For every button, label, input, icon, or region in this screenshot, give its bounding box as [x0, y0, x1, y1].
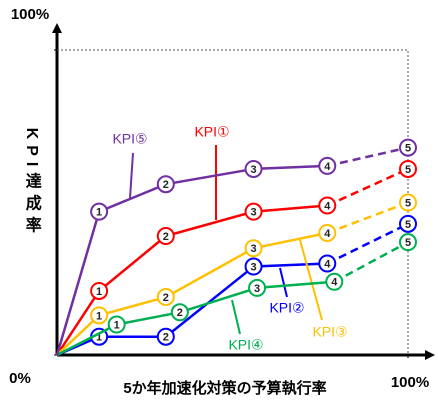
series-label: KPI④ [228, 337, 263, 353]
series-line-dashed [326, 146, 409, 168]
point-marker [318, 254, 337, 273]
point-label: 3 [250, 164, 256, 176]
point-marker [318, 156, 337, 175]
point-marker [325, 272, 344, 291]
point-marker [244, 159, 263, 178]
point-label: 2 [163, 231, 169, 243]
point-label: 2 [163, 292, 169, 304]
point-label: 5 [405, 197, 411, 209]
series-label: KPI③ [312, 324, 347, 340]
point-marker [244, 257, 263, 276]
point-label: 1 [96, 310, 102, 322]
point-label: 5 [405, 219, 411, 231]
plot-frame [57, 49, 409, 355]
point-label: 5 [405, 237, 411, 249]
point-marker [156, 288, 175, 307]
point-label: 1 [114, 319, 120, 331]
series-line-dashed [326, 167, 409, 207]
series-line [55, 164, 328, 356]
point-label: 3 [254, 283, 260, 295]
point-marker [399, 138, 417, 157]
point-label: 3 [250, 207, 256, 219]
point-marker [248, 278, 267, 297]
point-label: 4 [324, 200, 331, 212]
point-marker [90, 306, 109, 325]
point-marker [107, 315, 126, 334]
point-marker [90, 281, 109, 300]
callout-line [279, 267, 288, 298]
point-marker [90, 202, 109, 221]
point-label: 1 [96, 207, 102, 219]
y-tick-label: 0% [9, 370, 31, 387]
point-marker [318, 196, 337, 215]
series-label: KPI① [194, 124, 229, 140]
point-label: 4 [324, 258, 331, 270]
point-marker [399, 233, 417, 252]
callout-line [231, 299, 241, 335]
point-marker [399, 159, 417, 178]
point-label: 3 [250, 243, 256, 255]
point-marker [170, 303, 189, 322]
callout-line [299, 239, 323, 321]
point-marker [244, 202, 263, 221]
series-label: KPI② [269, 300, 304, 316]
series-line-dashed [333, 241, 409, 283]
point-label: 1 [96, 332, 102, 344]
point-label: 4 [324, 228, 331, 240]
x-axis-label: 5か年加速化対策の予算執行率 [123, 379, 326, 397]
point-label: 2 [163, 179, 169, 191]
series-label: KPI⑤ [112, 131, 147, 147]
point-marker [156, 227, 175, 246]
point-label: 5 [405, 143, 411, 155]
callout-line [129, 152, 134, 199]
point-label: 4 [331, 277, 338, 289]
point-marker [156, 175, 175, 194]
point-marker [399, 193, 417, 212]
point-marker [244, 239, 263, 258]
point-marker [156, 327, 175, 346]
point-label: 1 [96, 286, 102, 298]
y-tick-label: 100% [11, 6, 49, 23]
point-marker [399, 214, 417, 233]
point-label: 2 [163, 332, 169, 344]
series-line-dashed [326, 201, 409, 235]
y-axis-label: KPI達成率 [23, 128, 42, 239]
point-label: 4 [324, 161, 331, 173]
point-label: 5 [405, 164, 411, 176]
point-label: 2 [177, 307, 183, 319]
point-marker [318, 224, 337, 242]
point-label: 3 [250, 261, 256, 273]
x-tick-label: 100% [391, 374, 429, 391]
series-line-dashed [326, 222, 409, 265]
